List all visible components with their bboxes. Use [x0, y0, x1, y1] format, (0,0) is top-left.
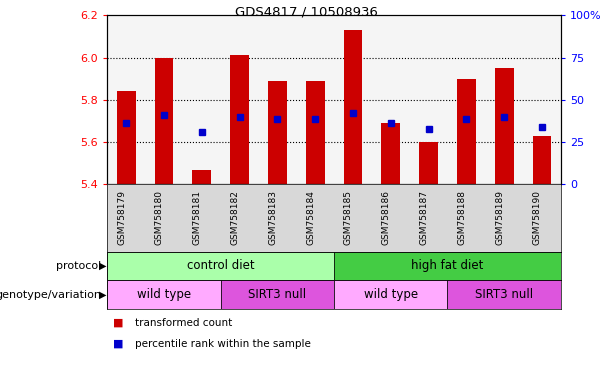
Bar	[268, 81, 287, 184]
Bar	[334, 252, 561, 280]
Text: GSM758184: GSM758184	[306, 190, 315, 245]
Bar	[334, 280, 447, 309]
Text: GSM758187: GSM758187	[419, 190, 428, 245]
Bar	[381, 123, 400, 184]
Text: GSM758186: GSM758186	[382, 190, 390, 245]
Text: GSM758189: GSM758189	[495, 190, 504, 245]
Text: wild type: wild type	[364, 288, 418, 301]
Bar	[495, 68, 514, 184]
Bar	[419, 142, 438, 184]
Text: GDS4817 / 10508936: GDS4817 / 10508936	[235, 6, 378, 19]
Text: SIRT3 null: SIRT3 null	[475, 288, 533, 301]
Text: GSM758182: GSM758182	[230, 190, 240, 245]
Text: transformed count: transformed count	[135, 318, 232, 328]
Text: GSM758181: GSM758181	[192, 190, 202, 245]
Text: SIRT3 null: SIRT3 null	[248, 288, 306, 301]
Bar	[116, 91, 135, 184]
Text: ■: ■	[113, 318, 124, 328]
Text: percentile rank within the sample: percentile rank within the sample	[135, 339, 311, 349]
Text: GSM758179: GSM758179	[117, 190, 126, 245]
Bar	[221, 280, 334, 309]
Bar	[230, 56, 249, 184]
Text: GSM758183: GSM758183	[268, 190, 277, 245]
Text: wild type: wild type	[137, 288, 191, 301]
Bar	[192, 170, 211, 184]
Bar	[447, 280, 561, 309]
Text: control diet: control diet	[187, 260, 254, 272]
Text: GSM758190: GSM758190	[533, 190, 542, 245]
Bar	[306, 81, 325, 184]
Text: genotype/variation: genotype/variation	[0, 290, 101, 300]
Bar	[457, 79, 476, 184]
Bar	[107, 252, 334, 280]
Text: ▶: ▶	[99, 261, 106, 271]
Text: high fat diet: high fat diet	[411, 260, 484, 272]
Text: GSM758185: GSM758185	[344, 190, 353, 245]
Text: protocol: protocol	[56, 261, 101, 271]
Bar	[107, 280, 221, 309]
Text: ■: ■	[113, 339, 124, 349]
Text: GSM758188: GSM758188	[457, 190, 466, 245]
Bar	[154, 58, 173, 184]
Text: ▶: ▶	[99, 290, 106, 300]
Text: GSM758180: GSM758180	[155, 190, 164, 245]
Bar	[533, 136, 552, 184]
Bar	[343, 30, 362, 184]
